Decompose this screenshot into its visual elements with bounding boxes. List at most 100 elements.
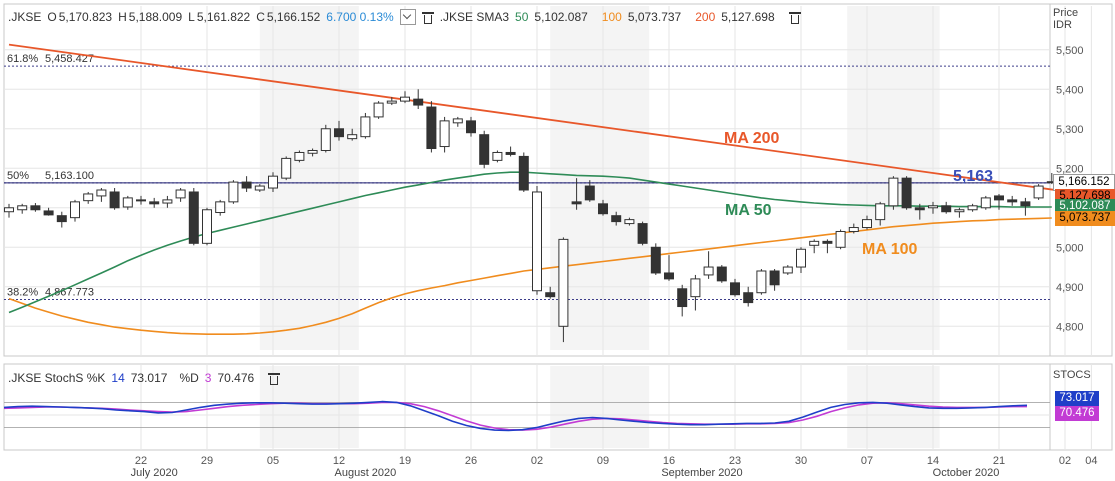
- candle-up: [228, 181, 239, 203]
- legend-sma100-period: 100: [601, 10, 622, 24]
- candle-down: [822, 240, 833, 244]
- stoch-k-period: 14: [111, 371, 125, 385]
- candle-up: [162, 199, 173, 204]
- fib-level-pct: 61.8%: [7, 53, 38, 65]
- y-tick-label: 5,500: [1056, 45, 1084, 57]
- candle-up: [862, 219, 872, 229]
- stoch-d-period: 3: [204, 371, 212, 385]
- legend-sma-label: .JKSE SMA3: [439, 10, 510, 24]
- candle-up: [96, 189, 107, 197]
- legend-open-label: O: [47, 10, 57, 24]
- fib-level-pct: 50%: [7, 170, 29, 182]
- legend-symbol: .JKSE: [8, 10, 42, 24]
- candle-up: [809, 240, 820, 246]
- last-price-annotation: 5,163: [953, 168, 993, 185]
- legend-close-value: 5,166.152: [266, 10, 321, 24]
- candle-up: [294, 151, 305, 161]
- candle-up: [122, 197, 133, 208]
- chevron-down-icon[interactable]: [399, 9, 416, 25]
- candle-up: [690, 278, 701, 298]
- x-tick-label: 12: [333, 455, 345, 467]
- candle-down: [743, 292, 754, 304]
- candle-down: [149, 201, 160, 205]
- price-axis-title: Price IDR: [1053, 7, 1078, 31]
- month-label: July 2020: [131, 467, 178, 479]
- candle-up: [452, 118, 463, 124]
- stoch-legend: .JKSE StochS %K 14 73.017 %D 3 70.476: [8, 371, 286, 385]
- candle-up: [281, 157, 292, 179]
- x-tick-label: 22: [135, 455, 147, 467]
- candle-down: [505, 151, 516, 155]
- period-band: [550, 366, 650, 448]
- candle-down: [769, 270, 780, 286]
- candle-down: [30, 205, 41, 211]
- candle-up: [532, 191, 542, 292]
- trash-icon[interactable]: [268, 372, 281, 385]
- stoch-tag: 70.476: [1055, 405, 1099, 421]
- candle-down: [611, 215, 622, 223]
- candle-down: [1020, 201, 1031, 207]
- ma100-annotation: MA 100: [862, 241, 918, 258]
- candle-up: [835, 230, 846, 248]
- candle-up: [202, 209, 212, 244]
- y-tick-label: 5,400: [1056, 84, 1084, 96]
- candle-down: [716, 266, 727, 282]
- legend-change: 6.700 0.13%: [326, 10, 394, 24]
- month-label: September 2020: [661, 467, 742, 479]
- candle-up: [400, 96, 410, 102]
- legend-sma100-value: 5,073.737: [627, 10, 682, 24]
- y-tick-label: 5,300: [1056, 124, 1084, 136]
- x-tick-label: 02: [1059, 455, 1071, 467]
- candle-up: [703, 266, 714, 276]
- stoch-label: .JKSE StochS %K: [8, 371, 106, 385]
- candle-up: [980, 197, 991, 209]
- legend-low-value: 5,161.822: [196, 10, 251, 24]
- candle-up: [386, 100, 397, 104]
- candle-up: [954, 209, 965, 213]
- x-tick-label: 19: [399, 455, 411, 467]
- legend-high-value: 5,188.009: [128, 10, 183, 24]
- trash-icon[interactable]: [421, 11, 434, 24]
- candle-down: [545, 292, 556, 298]
- candle-down: [56, 215, 67, 223]
- x-tick-label: 29: [201, 455, 213, 467]
- candle-up: [175, 189, 186, 199]
- ma200-annotation: MA 200: [724, 130, 780, 147]
- price-axis-title-line1: Price: [1053, 7, 1079, 19]
- month-label: August 2020: [335, 467, 397, 479]
- fib-level-pct: 38.2%: [7, 287, 38, 299]
- candle-up: [888, 177, 899, 207]
- candle-up: [215, 201, 226, 214]
- candle-down: [136, 199, 146, 202]
- candle-up: [928, 205, 938, 209]
- trash-icon[interactable]: [788, 11, 801, 24]
- x-tick-label: 30: [795, 455, 807, 467]
- x-tick-label: 23: [729, 455, 741, 467]
- candle-up: [17, 205, 28, 211]
- stoch-d-label: %D: [179, 371, 199, 385]
- x-tick-label: 16: [663, 455, 675, 467]
- candle-down: [241, 181, 252, 189]
- ma50-annotation: MA 50: [725, 202, 772, 219]
- legend-sma200-period: 200: [695, 10, 716, 24]
- y-tick-label: 5,200: [1056, 163, 1084, 175]
- candle-up: [875, 203, 886, 221]
- fib-level-value: 5,458.427: [45, 53, 94, 65]
- candle-down: [650, 246, 661, 274]
- candle-up: [558, 238, 569, 327]
- stoch-d-value: 70.476: [217, 371, 255, 385]
- candle-up: [83, 193, 94, 202]
- y-tick-label: 5,000: [1056, 242, 1084, 254]
- legend-open-value: 5,170.823: [58, 10, 113, 24]
- candle-down: [637, 223, 648, 244]
- legend-low-label: L: [188, 10, 195, 24]
- candle-up: [70, 201, 80, 219]
- candle-down: [413, 98, 424, 106]
- legend-sma50-value: 5,102.087: [534, 10, 588, 24]
- price-axis-title-line2: IDR: [1053, 19, 1072, 31]
- y-tick-label: 4,900: [1056, 282, 1084, 294]
- x-tick-label: 21: [993, 455, 1005, 467]
- candle-up: [848, 227, 859, 232]
- legend-close-label: C: [256, 10, 265, 24]
